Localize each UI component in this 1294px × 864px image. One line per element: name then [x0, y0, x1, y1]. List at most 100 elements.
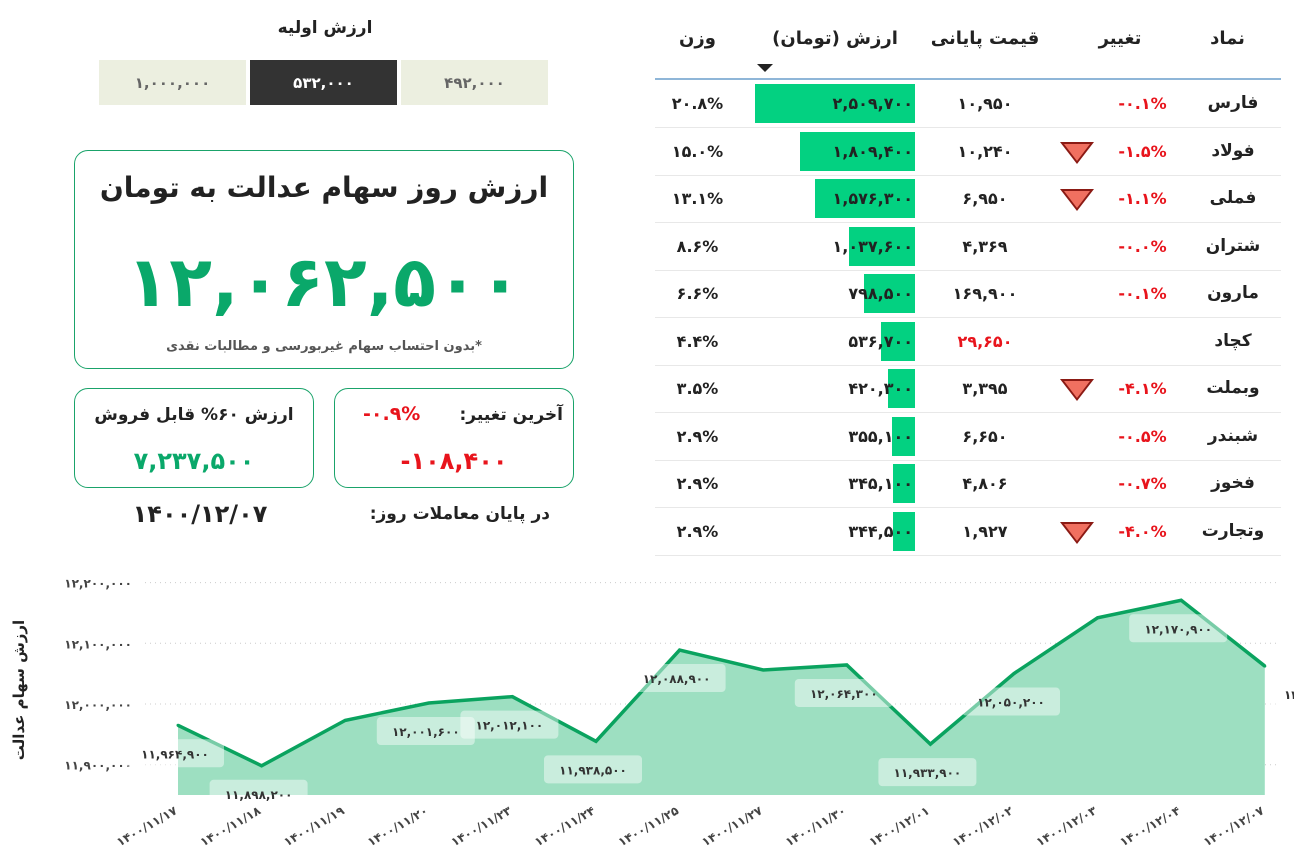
data-label-box: [126, 739, 224, 768]
change-cell: -۰.۷%: [1118, 474, 1167, 493]
data-label-box: [376, 717, 475, 746]
value-cell: ۴۲۰,۳۰۰: [848, 379, 913, 398]
weight-cell: ۲.۹%: [676, 426, 719, 446]
data-label-box: [544, 755, 642, 784]
daily-value-amount: ۱۲,۰۶۲,۵۰۰: [126, 241, 522, 323]
table-row[interactable]: ۱۳.۱% ۱,۵۷۶,۳۰۰ ۶,۹۵۰ -۱.۱% فملی: [655, 175, 1281, 223]
data-label: ۱۲,۰۵۰,۲۰۰: [977, 696, 1045, 710]
y-tick-label: ۱۱,۹۰۰,۰۰۰: [64, 759, 132, 773]
symbol-cell: شتران: [1205, 235, 1261, 256]
daily-value-note: *بدون احتساب سهام غیربورسی و مطالبات نقد…: [166, 339, 482, 354]
data-label: ۱۱,۹۶۴,۹۰۰: [141, 747, 209, 761]
last-change-value: -۱۰۸,۴۰۰: [400, 447, 508, 475]
data-label: ۱۲,۰۸۸,۹۰۰: [643, 672, 711, 686]
x-tick-label: ۱۴۰۰/۱۲/۰۴: [1117, 803, 1182, 849]
value-cell: ۵۳۶,۷۰۰: [848, 331, 913, 351]
weight-cell: ۲۰.۸%: [671, 94, 724, 113]
initial-value-option-1000000[interactable]: ۱,۰۰۰,۰۰۰: [99, 60, 246, 105]
header-symbol[interactable]: نماد: [1210, 28, 1245, 49]
table-row[interactable]: ۲.۹% ۳۵۵,۱۰۰ ۶,۶۵۰ -۰.۵% شبندر: [655, 413, 1281, 461]
data-label-box: [1268, 680, 1294, 709]
trading-end-label: در پایان معاملات روز:: [369, 504, 550, 524]
data-point: [1096, 616, 1100, 620]
symbol-cell: شبندر: [1207, 425, 1259, 446]
price-cell: ۱,۹۲۷: [962, 521, 1008, 541]
price-cell: ۱۰,۹۵۰: [957, 94, 1013, 113]
table-row[interactable]: ۳.۵% ۴۲۰,۳۰۰ ۳,۳۹۵ -۴.۱% وبملت: [655, 365, 1281, 413]
data-point: [1012, 672, 1016, 676]
x-tick-label: ۱۴۰۰/۱۱/۲۰: [365, 803, 430, 849]
symbol-cell: فولاد: [1211, 140, 1255, 161]
initial-value-option-532000[interactable]: ۵۳۲,۰۰۰: [250, 60, 397, 105]
table-row[interactable]: ۲.۹% ۳۴۵,۱۰۰ ۴,۸۰۶ -۰.۷% فخوز: [655, 460, 1281, 508]
table-row[interactable]: ۱۵.۰% ۱,۸۰۹,۴۰۰ ۱۰,۲۴۰ -۱.۵% فولاد: [655, 128, 1281, 176]
data-point: [594, 739, 598, 743]
table-row[interactable]: ۲.۹% ۳۴۴,۵۰۰ ۱,۹۲۷ -۴.۰% وتجارت: [655, 508, 1281, 556]
trading-date: ۱۴۰۰/۱۲/۰۷: [132, 500, 268, 528]
table-row[interactable]: ۲۰.۸% ۲,۵۰۹,۷۰۰ ۱۰,۹۵۰ -۰.۱% فارس: [655, 80, 1281, 128]
sort-descending-icon[interactable]: [757, 64, 773, 72]
change-cell: -۰.۱%: [1118, 284, 1167, 303]
weight-cell: ۶.۶%: [676, 284, 719, 303]
data-point: [510, 695, 514, 699]
data-label: ۱۱,۹۳۳,۹۰۰: [894, 766, 962, 780]
data-point: [343, 718, 347, 722]
table-row[interactable]: ۸.۶% ۱,۰۳۷,۶۰۰ ۴,۳۶۹ -۰.۰% شتران: [655, 223, 1281, 271]
series-line: [177, 598, 1266, 768]
data-label-box: [627, 664, 726, 693]
change-cell: -۱.۵%: [1118, 141, 1167, 161]
data-label-box: [962, 687, 1060, 716]
change-cell: -۴.۱%: [1118, 379, 1167, 398]
weight-cell: ۱۵.۰%: [671, 141, 724, 161]
data-label: ۱۱,۹۳۸,۵۰۰: [559, 763, 627, 777]
change-cell: -۱.۱%: [1118, 189, 1167, 208]
data-point: [1263, 664, 1267, 668]
data-point: [1179, 598, 1183, 602]
data-point: [427, 701, 431, 705]
data-label: ۱۲,۰۱۲,۱۰۰: [476, 719, 544, 733]
x-tick-label: ۱۴۰۰/۱۱/۲۴: [532, 803, 597, 849]
header-value[interactable]: ارزش (تومان): [772, 28, 898, 49]
data-label-box: [209, 779, 308, 808]
header-price[interactable]: قیمت پایانی: [930, 28, 1040, 49]
x-tick-label: ۱۴۰۰/۱۱/۳۰: [783, 803, 848, 849]
value-cell: ۷۹۸,۵۰۰: [848, 284, 913, 303]
data-label: ۱۱,۸۹۸,۲۰۰: [225, 788, 293, 802]
x-tick-label: ۱۴۰۰/۱۲/۰۳: [1034, 803, 1100, 849]
daily-value-title: ارزش روز سهام عدالت به تومان: [99, 171, 549, 204]
data-point: [761, 668, 765, 672]
price-cell: ۲۹,۶۵۰: [957, 331, 1013, 351]
weight-cell: ۸.۶%: [676, 236, 719, 256]
data-point: [928, 742, 932, 746]
price-cell: ۶,۶۵۰: [962, 426, 1008, 446]
last-change-card: آخرین تغییر: -۰.۹% -۱۰۸,۴۰۰: [334, 388, 574, 488]
down-triangle-icon: [1060, 521, 1094, 544]
value-bar: [848, 226, 915, 266]
x-tick-label: ۱۴۰۰/۱۲/۰۲: [950, 803, 1016, 849]
data-label: ۱۲,۰۰۱,۶۰۰: [392, 725, 460, 739]
header-weight[interactable]: وزن: [679, 28, 716, 49]
table-row[interactable]: ۴.۴% ۵۳۶,۷۰۰ ۲۹,۶۵۰ کچاد: [655, 318, 1281, 366]
header-change[interactable]: تغییر: [1098, 28, 1142, 49]
table-row[interactable]: ۶.۶% ۷۹۸,۵۰۰ ۱۶۹,۹۰۰ -۰.۱% مارون: [655, 270, 1281, 318]
value-history-chart: ارزش سهام عدالت ۱۲,۲۰۰,۰۰۰ ۱۲,۱۰۰,۰۰۰ ۱۲,۰…: [10, 577, 1294, 849]
x-tick-label: ۱۴۰۰/۱۱/۱۷: [114, 803, 180, 849]
symbol-cell: فارس: [1207, 93, 1259, 113]
change-cell: -۴.۰%: [1118, 521, 1167, 541]
down-triangle-icon: [1060, 189, 1094, 211]
sellable-value-card: ارزش ۶۰% قابل فروش ۷,۲۳۷,۵۰۰: [74, 388, 314, 488]
data-label: ۱۲,۱۷۰,۹۰۰: [1144, 622, 1212, 636]
daily-value-card: ارزش روز سهام عدالت به تومان ۱۲,۰۶۲,۵۰۰ …: [74, 150, 574, 369]
value-bar: [892, 416, 915, 456]
y-tick-label: ۱۲,۱۰۰,۰۰۰: [64, 637, 132, 651]
x-tick-label: ۱۴۰۰/۱۱/۲۳: [449, 803, 515, 849]
data-point: [176, 723, 180, 727]
initial-value-option-492000[interactable]: ۴۹۲,۰۰۰: [401, 60, 548, 105]
value-bar: [893, 511, 915, 551]
change-cell: -۰.۱%: [1118, 94, 1167, 113]
price-cell: ۳,۳۹۵: [962, 379, 1008, 398]
initial-value-title: ارزش اولیه: [277, 18, 373, 38]
x-tick-label: ۱۴۰۰/۱۱/۱۸: [198, 803, 264, 849]
data-label-box: [460, 710, 559, 739]
symbol-cell: وبملت: [1206, 378, 1260, 398]
